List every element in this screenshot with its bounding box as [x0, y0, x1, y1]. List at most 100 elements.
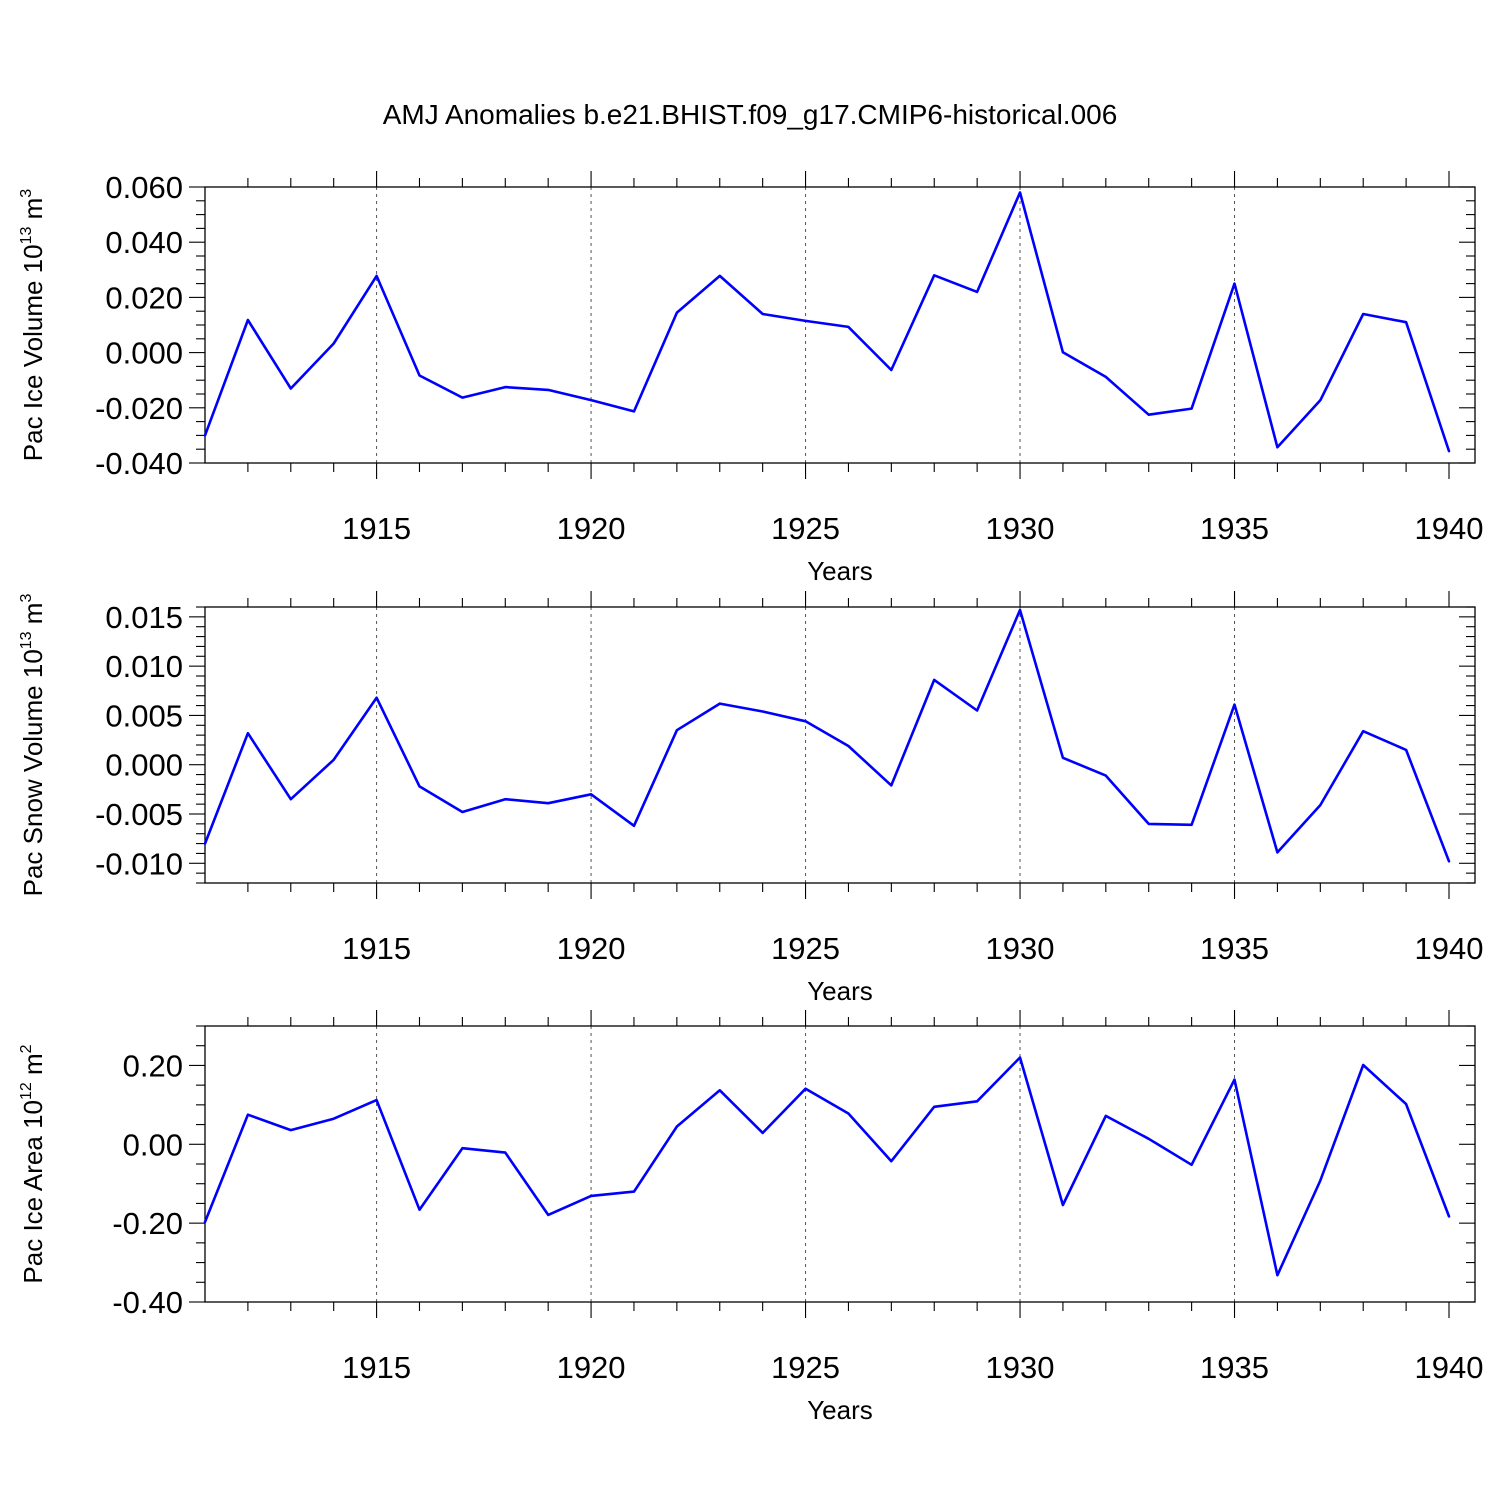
data-point	[1447, 859, 1451, 863]
ice-volume-panel: 1915 1920 1925 1930 1935 1940 Years -0.040 -0.02…	[18, 170, 1483, 586]
snow-volume-series-line	[203, 608, 1451, 863]
data-point	[1361, 1063, 1365, 1067]
y-tick-label: 0.20	[123, 1048, 183, 1083]
data-point	[1061, 756, 1065, 760]
data-point	[1061, 350, 1065, 354]
ice-area-panel: 1915 1920 1925 1930 1935 1940 Years -0.40 -0.20 0…	[18, 1010, 1483, 1425]
y-tick-label: 0.015	[105, 600, 183, 635]
data-point	[761, 1131, 765, 1135]
data-point	[1404, 1102, 1408, 1106]
data-point	[546, 388, 550, 392]
data-point	[203, 1220, 207, 1224]
snow-volume-panel: 1915 1920 1925 1930 1935 1940 Years -0.010 -0.00…	[18, 591, 1483, 1006]
data-point	[417, 784, 421, 788]
data-point	[375, 696, 379, 700]
x-tick-label: 1935	[1200, 1350, 1269, 1385]
y-tick-label: 0.00	[123, 1127, 183, 1162]
data-point	[503, 797, 507, 801]
data-point	[332, 341, 336, 345]
data-point	[632, 409, 636, 413]
data-point	[675, 1125, 679, 1129]
y-axis-title: Pac Ice Volume 1013 m3	[18, 189, 48, 462]
x-tick-label: 1940	[1415, 511, 1484, 546]
y-tick-label: 0.005	[105, 698, 183, 733]
x-tick-label: 1930	[986, 1350, 1055, 1385]
data-point	[589, 1194, 593, 1198]
data-point	[1404, 320, 1408, 324]
y-tick-label: 0.020	[105, 280, 183, 315]
data-point	[246, 1113, 250, 1117]
data-point	[1018, 1056, 1022, 1060]
data-point	[846, 744, 850, 748]
data-point	[1447, 1214, 1451, 1218]
data-point	[417, 1208, 421, 1212]
data-point	[718, 274, 722, 278]
data-point	[1018, 191, 1022, 195]
x-tick-label: 1915	[342, 1350, 411, 1385]
figure-title: AMJ Anomalies b.e21.BHIST.f09_g17.CMIP6-…	[383, 99, 1118, 130]
data-point	[1447, 449, 1451, 453]
data-point	[932, 273, 936, 277]
data-point	[1147, 1137, 1151, 1141]
x-tick-label: 1915	[342, 931, 411, 966]
data-point	[761, 312, 765, 316]
x-tick-label: 1930	[986, 511, 1055, 546]
data-point	[589, 792, 593, 796]
data-point	[1361, 312, 1365, 316]
y-tick-label: -0.005	[95, 797, 183, 832]
data-point	[718, 702, 722, 706]
data-point	[675, 311, 679, 315]
x-tick-label: 1925	[771, 931, 840, 966]
data-point	[932, 678, 936, 682]
data-point	[846, 325, 850, 329]
ice-area-series-line	[203, 1056, 1451, 1277]
data-point	[546, 1213, 550, 1217]
data-point	[975, 290, 979, 294]
data-point	[1104, 1114, 1108, 1118]
data-point	[246, 318, 250, 322]
data-point	[932, 1105, 936, 1109]
x-tick-label: 1935	[1200, 931, 1269, 966]
data-point	[203, 433, 207, 437]
data-point	[589, 398, 593, 402]
data-point	[546, 801, 550, 805]
data-point	[1318, 803, 1322, 807]
x-tick-label: 1940	[1415, 1350, 1484, 1385]
data-point	[1233, 282, 1237, 286]
data-point	[289, 797, 293, 801]
data-point	[889, 1159, 893, 1163]
data-point	[761, 709, 765, 713]
data-point	[460, 396, 464, 400]
data-point	[1275, 445, 1279, 449]
y-tick-label: 0.040	[105, 225, 183, 260]
data-point	[460, 810, 464, 814]
x-tick-label: 1920	[557, 931, 626, 966]
x-tick-label: 1920	[557, 1350, 626, 1385]
data-point	[675, 728, 679, 732]
y-axis-title: Pac Snow Volume 1013 m3	[18, 594, 48, 897]
data-point	[332, 1117, 336, 1121]
data-point	[632, 1190, 636, 1194]
data-point	[246, 731, 250, 735]
data-point	[1233, 1078, 1237, 1082]
data-point	[804, 319, 808, 323]
data-point	[332, 758, 336, 762]
data-point	[1404, 748, 1408, 752]
data-point	[289, 1128, 293, 1132]
data-point	[718, 1088, 722, 1092]
data-point	[632, 824, 636, 828]
y-tick-label: 0.010	[105, 649, 183, 684]
data-point	[1190, 823, 1194, 827]
data-point	[1318, 398, 1322, 402]
x-tick-label: 1920	[557, 511, 626, 546]
data-point	[1061, 1203, 1065, 1207]
data-point	[1233, 703, 1237, 707]
data-point	[1318, 1179, 1322, 1183]
data-point	[1147, 822, 1151, 826]
ice-volume-series-line	[203, 191, 1451, 453]
data-point	[1104, 375, 1108, 379]
data-point	[1361, 729, 1365, 733]
y-tick-label: -0.020	[95, 391, 183, 426]
data-point	[503, 385, 507, 389]
data-point	[1147, 413, 1151, 417]
